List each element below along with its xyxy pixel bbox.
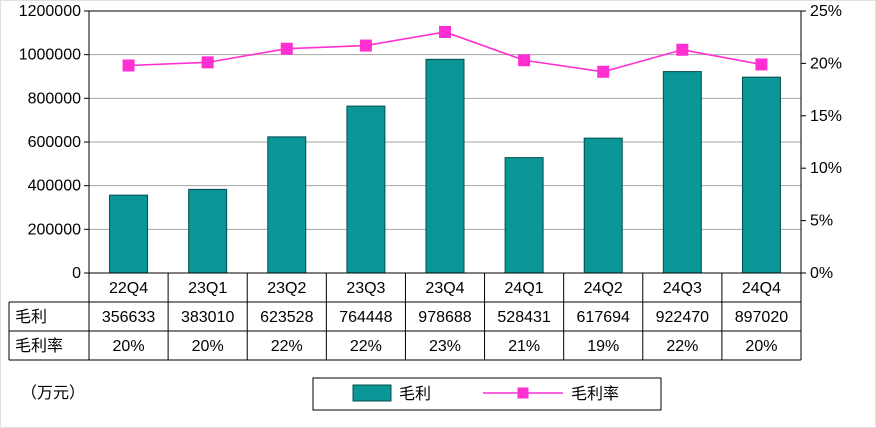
category-label: 23Q2: [267, 280, 306, 297]
table-cell-margin: 20%: [192, 338, 224, 355]
table-cell-margin: 22%: [271, 338, 303, 355]
y-axis-tick-label: 200000: [28, 221, 81, 238]
gross-profit-bar: [662, 71, 702, 274]
y-axis-tick-label: 0: [72, 265, 81, 282]
table-cell-margin: 23%: [429, 338, 461, 355]
legend-bar-swatch: [352, 384, 392, 402]
y-axis-tick-label: 1200000: [19, 3, 81, 20]
margin-marker: [280, 42, 293, 55]
gross-profit-bar: [346, 105, 386, 274]
table-cell-gross-profit: 528431: [497, 309, 550, 326]
table-cell-margin: 20%: [745, 338, 777, 355]
y-axis-tick-label: 600000: [28, 134, 81, 151]
table-cell-gross-profit: 922470: [656, 309, 709, 326]
right-axis-tick-label: 20%: [810, 55, 842, 72]
right-axis-tick-label: 0%: [810, 265, 833, 282]
category-label: 24Q2: [584, 280, 623, 297]
margin-marker: [597, 65, 610, 78]
y-axis-tick-label: 800000: [28, 90, 81, 107]
gross-profit-bar: [188, 188, 228, 274]
category-label: 23Q4: [425, 280, 464, 297]
category-label: 23Q3: [346, 280, 385, 297]
category-label: 24Q1: [505, 280, 544, 297]
table-cell-gross-profit: 764448: [339, 309, 392, 326]
right-axis-tick-label: 5%: [810, 213, 833, 230]
gross-profit-bar: [267, 136, 307, 274]
margin-marker: [439, 25, 451, 38]
margin-marker: [755, 58, 768, 71]
table-cell-margin: 20%: [113, 338, 145, 355]
legend-label-margin: 毛利率: [571, 385, 619, 403]
gross-profit-bar: [583, 137, 623, 274]
margin-marker: [201, 56, 214, 69]
table-cell-gross-profit: 383010: [181, 309, 234, 326]
right-axis-tick-label: 10%: [810, 160, 842, 177]
margin-marker: [676, 43, 689, 56]
margin-marker: [122, 59, 135, 72]
table-cell-margin: 19%: [587, 338, 619, 355]
plot-border: [88, 10, 802, 274]
category-label: 23Q1: [188, 280, 227, 297]
right-axis-tick-label: 15%: [810, 108, 842, 125]
unit-label: （万元）: [21, 384, 85, 402]
gross-profit-bar: [504, 157, 544, 274]
table-row-header: 毛利: [15, 308, 47, 326]
legend-label-gross-profit: 毛利: [399, 385, 431, 403]
right-axis-tick-label: 25%: [810, 3, 842, 20]
margin-marker: [359, 39, 372, 52]
category-label: 22Q4: [109, 280, 148, 297]
table-cell-gross-profit: 356633: [102, 309, 155, 326]
category-label: 24Q3: [663, 280, 702, 297]
table-cell-gross-profit: 897020: [735, 309, 788, 326]
table-row-header: 毛利率: [15, 337, 63, 355]
y-axis-tick-label: 1000000: [19, 47, 81, 64]
y-axis-tick-label: 400000: [28, 178, 81, 195]
category-label: 24Q4: [742, 280, 781, 297]
table-cell-gross-profit: 978688: [418, 309, 471, 326]
gross-profit-bar: [109, 194, 149, 274]
legend-line-marker: [517, 387, 529, 399]
gross-profit-bar: [741, 76, 781, 274]
table-cell-gross-profit: 617694: [577, 309, 630, 326]
margin-marker: [518, 54, 531, 67]
gross-profit-bar: [425, 58, 465, 274]
table-cell-margin: 22%: [350, 338, 382, 355]
table-cell-gross-profit: 623528: [260, 309, 313, 326]
table-cell-margin: 21%: [508, 338, 540, 355]
table-cell-margin: 22%: [666, 338, 698, 355]
